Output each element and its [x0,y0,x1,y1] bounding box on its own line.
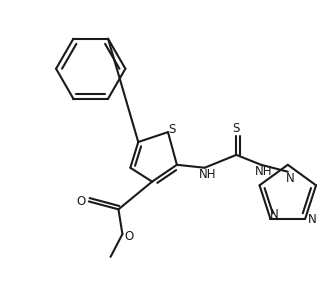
Text: NH: NH [255,165,273,178]
Text: S: S [233,122,240,135]
Text: N: N [285,172,294,185]
Text: N: N [308,213,316,226]
Text: N: N [270,208,279,221]
Text: S: S [168,123,176,136]
Text: O: O [125,230,134,243]
Text: NH: NH [199,168,216,181]
Text: O: O [76,195,85,208]
